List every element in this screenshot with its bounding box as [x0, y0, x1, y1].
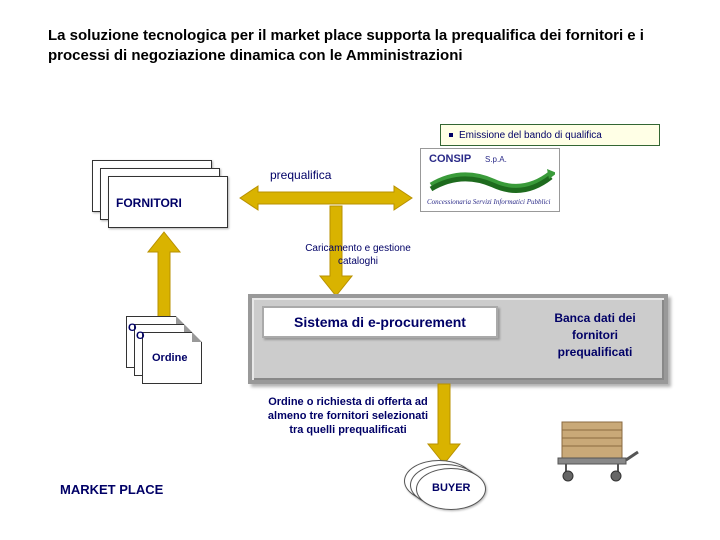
ordine-richiesta-label: Ordine o richiesta di offerta ad almeno …	[266, 396, 430, 437]
cart-icon	[552, 416, 642, 486]
page-title: La soluzione tecnologica per il market p…	[48, 26, 668, 65]
bando-box: Emissione del bando di qualifica	[440, 124, 660, 146]
market-place-label: MARKET PLACE	[60, 482, 163, 497]
swoosh-icon	[427, 165, 555, 195]
buyer-label: BUYER	[432, 482, 471, 494]
prequalifica-label: prequalifica	[270, 168, 331, 182]
consip-sub: Concessionaria Servizi Informatici Pubbl…	[427, 199, 550, 207]
consip-logo: CONSIP S.p.A. Concessionaria Servizi Inf…	[420, 148, 560, 212]
consip-spa: S.p.A.	[485, 155, 507, 164]
system-label: Sistema di e-procurement	[294, 314, 466, 330]
ordine-label: Ordine	[152, 352, 187, 364]
down-arrow-2-icon	[428, 384, 460, 464]
system-box: Sistema di e-procurement	[262, 306, 498, 338]
bullet-icon	[449, 133, 453, 137]
ordine-o-2: O	[136, 330, 145, 342]
banca-label: Banca dati dei fornitori prequalificati	[536, 310, 654, 360]
consip-text: CONSIP	[429, 153, 471, 165]
caricamento-label: Caricamento e gestione cataloghi	[288, 242, 428, 268]
up-arrow-icon	[148, 232, 180, 318]
bando-label: Emissione del bando di qualifica	[459, 130, 602, 141]
fornitori-label: FORNITORI	[116, 196, 182, 210]
